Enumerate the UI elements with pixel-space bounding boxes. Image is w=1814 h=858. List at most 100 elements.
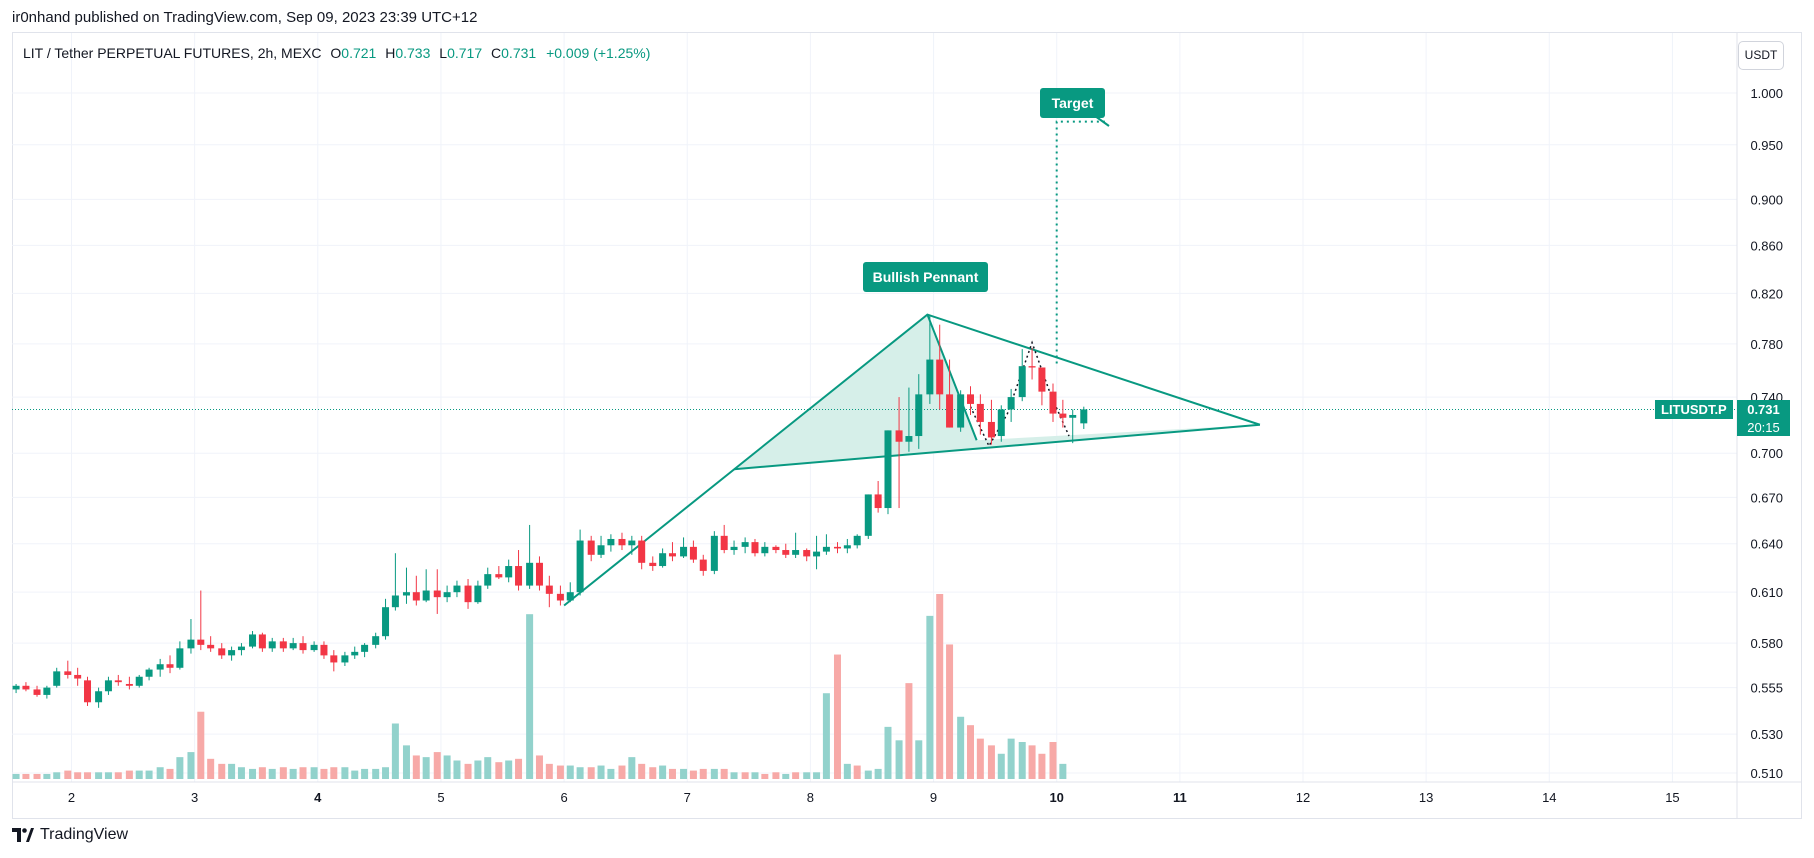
pennant-area (734, 314, 1260, 470)
candle-body (43, 687, 51, 695)
change-value: +0.009 (+1.25%) (546, 45, 651, 61)
volume-bar (125, 770, 133, 779)
candle-body (587, 540, 595, 555)
close-label: C (491, 45, 502, 61)
candle-body (545, 585, 553, 594)
volume-bar (946, 644, 954, 779)
pennant-inner-line[interactable] (926, 314, 978, 441)
volume-bar (228, 763, 236, 779)
candle-body (361, 644, 369, 652)
candle-body (699, 559, 707, 571)
volume-bar (279, 767, 287, 779)
candle-body (761, 546, 769, 554)
x-tick-label: 9 (930, 790, 937, 805)
candle-body (957, 394, 965, 428)
candle-body (1018, 366, 1026, 398)
volume-bar (104, 772, 112, 779)
volume-bar (382, 767, 390, 779)
volume-bar (1007, 738, 1015, 779)
candle-body (33, 689, 41, 695)
candle-body (997, 409, 1005, 437)
volume-bar (330, 767, 338, 779)
volume-bar (813, 772, 821, 779)
candle-body (853, 535, 861, 546)
candle-body (782, 550, 790, 555)
candle-body (874, 494, 882, 509)
candle-body (813, 551, 821, 557)
volume-bar (864, 770, 872, 779)
volume-bar (64, 770, 72, 779)
y-tick-label: 0.780 (1750, 337, 1783, 352)
close-value: 0.731 (501, 45, 537, 61)
volume-bar (484, 757, 492, 779)
candle-body (249, 634, 257, 647)
volume-bar (803, 772, 811, 779)
candle-body (299, 643, 307, 651)
target-callout[interactable]: Target (1040, 88, 1105, 118)
candle-body (391, 595, 399, 608)
candle-body (1007, 397, 1015, 410)
candle-body (22, 685, 30, 690)
candle-body (505, 566, 513, 578)
volume-bar (218, 763, 226, 779)
candle-body (1028, 366, 1036, 368)
candle-body (987, 421, 995, 438)
candle-body (895, 430, 903, 442)
volume-bar (535, 755, 543, 779)
currency-button[interactable]: USDT (1738, 41, 1784, 70)
pennant-lower-trendline[interactable] (733, 423, 1260, 471)
y-tick-label: 0.555 (1750, 681, 1783, 696)
candle-body (64, 671, 72, 675)
volume-bar (207, 758, 215, 779)
volume-bar (53, 772, 61, 779)
y-tick-label: 0.510 (1750, 766, 1783, 781)
volume-bar (505, 760, 513, 779)
y-tick-label: 0.640 (1750, 537, 1783, 552)
volume-bar (884, 726, 892, 779)
ohlc-legend: LIT / Tether PERPETUAL FUTURES, 2h, MEXC… (23, 45, 650, 61)
volume-bar (607, 768, 615, 779)
volume-bar (720, 768, 728, 779)
candle-body (864, 494, 872, 536)
volume-bar (997, 753, 1005, 779)
candle-body (495, 574, 503, 578)
candle-body (649, 562, 657, 567)
candle-body (12, 685, 20, 690)
volume-bar (453, 760, 461, 779)
volume-bar (966, 725, 974, 779)
candle-body (926, 359, 934, 395)
candle-body (843, 545, 851, 549)
publisher-credit: ir0nhand published on TradingView.com, S… (12, 9, 478, 26)
x-tick-label: 12 (1296, 790, 1310, 805)
candle-body (166, 664, 174, 668)
bullish-pennant-callout[interactable]: Bullish Pennant (863, 262, 988, 292)
candle-body (310, 644, 318, 651)
candle-body (936, 359, 944, 395)
y-tick-label: 0.670 (1750, 490, 1783, 505)
volume-bar (1018, 742, 1026, 779)
volume-bar (699, 768, 707, 779)
candle-body (1059, 413, 1067, 418)
volume-bar (649, 767, 657, 779)
candle-body (135, 676, 143, 686)
candle-body (915, 394, 923, 437)
target-projection-line[interactable] (1055, 120, 1109, 364)
volume-bar (905, 683, 913, 779)
candle-body (289, 643, 297, 649)
candle-body (207, 644, 215, 649)
volume-bar (1028, 745, 1036, 779)
candle-body (1080, 409, 1088, 424)
volume-bar (95, 772, 103, 779)
candle-body (689, 546, 697, 560)
candle-body (803, 550, 811, 557)
volume-bar (895, 740, 903, 779)
symbol-title[interactable]: LIT / Tether PERPETUAL FUTURES, 2h, MEXC (23, 45, 322, 61)
candle-body (464, 585, 472, 603)
last-price-label: 0.731 (1737, 400, 1790, 419)
candle-body (237, 646, 245, 651)
candle-body (741, 542, 749, 547)
volume-bar (166, 768, 174, 779)
y-tick-label: 0.700 (1750, 446, 1783, 461)
footer-brand[interactable]: TradingView (12, 826, 128, 844)
